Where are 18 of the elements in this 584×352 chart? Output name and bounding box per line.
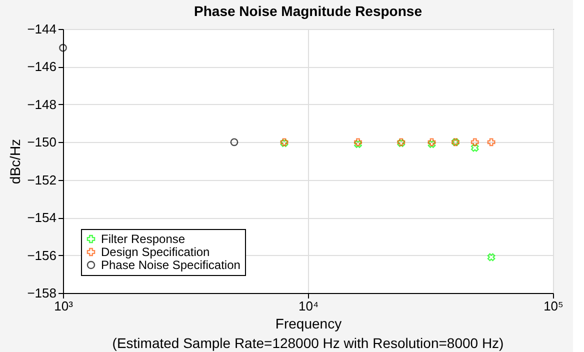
y-tick-label: −148 bbox=[27, 96, 56, 112]
legend-label: Design Specification bbox=[101, 245, 210, 259]
chart-title: Phase Noise Magnitude Response bbox=[194, 3, 422, 19]
text: (Estimated Sample Rate=128000 Hz with Resolution=8000 Hz) bbox=[112, 335, 504, 351]
y-tick-label: −156 bbox=[27, 248, 56, 263]
y-tick-label: −144 bbox=[27, 22, 56, 36]
x-tick-label: 10³ bbox=[54, 298, 74, 314]
legend-label: Phase Noise Specification bbox=[101, 258, 240, 272]
x-tick-label: 10⁵ bbox=[544, 298, 564, 314]
y-tick-label: −154 bbox=[27, 210, 56, 226]
y-tick-label: −158 bbox=[27, 286, 56, 300]
x-axis-title: Frequency bbox=[275, 316, 342, 332]
y-tick-label: −146 bbox=[27, 59, 56, 74]
y-axis-title: dBc/Hz bbox=[7, 138, 24, 184]
x-tick-label: 10⁴ bbox=[298, 298, 319, 314]
legend-label: Filter Response bbox=[101, 232, 186, 246]
y-tick-label: −152 bbox=[27, 172, 56, 188]
y-tick-label: −150 bbox=[27, 134, 56, 150]
